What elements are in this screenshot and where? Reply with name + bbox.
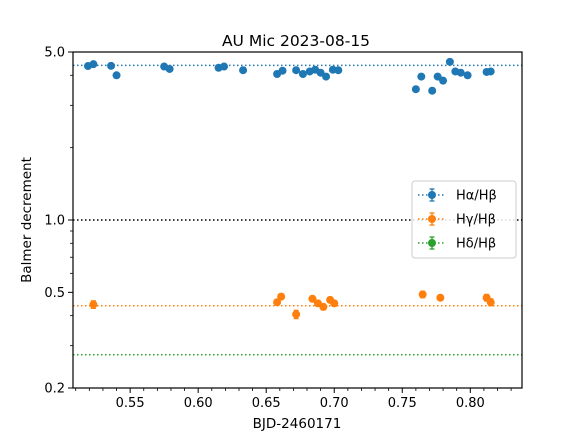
- series-1-point: [292, 309, 301, 320]
- chart-title: AU Mic 2023-08-15: [222, 32, 370, 50]
- series-1-point: [418, 290, 427, 299]
- reference-lines: [73, 64, 522, 356]
- series-0-point: [428, 86, 437, 95]
- series-0-point: [112, 71, 121, 80]
- series-0-point: [486, 67, 495, 76]
- series-0-point: [411, 85, 420, 94]
- x-tick-label: 0.80: [456, 396, 485, 411]
- x-axis: 0.55 0.60 0.65 0.70 0.75 0.80: [75, 388, 512, 411]
- y-tick-label: 0.2: [44, 382, 65, 397]
- series-0-point: [292, 66, 301, 75]
- series-1-point: [330, 299, 339, 308]
- series-0-point: [107, 61, 116, 70]
- marker: [278, 66, 287, 75]
- marker: [330, 299, 339, 308]
- marker: [486, 298, 495, 307]
- x-axis-label: BJD-2460171: [253, 416, 342, 432]
- series-0-point: [165, 64, 174, 73]
- legend-marker: [428, 239, 436, 247]
- legend-label: Hα/Hβ: [456, 189, 497, 204]
- y-tick-label: 5.0: [44, 46, 65, 61]
- marker: [322, 72, 331, 81]
- marker: [239, 66, 248, 75]
- legend-label: Hδ/Hβ: [456, 237, 496, 252]
- y-axis-label: Balmer decrement: [19, 157, 35, 283]
- series-0-point: [456, 68, 465, 77]
- x-tick-label: 0.75: [388, 396, 417, 411]
- series-1-point: [308, 294, 317, 303]
- legend-item: Hδ/Hβ: [418, 236, 496, 252]
- marker: [165, 64, 174, 73]
- series-0-point: [463, 71, 472, 80]
- series-0-point: [417, 72, 426, 81]
- marker: [277, 292, 286, 301]
- marker: [220, 62, 229, 71]
- series-0-point: [278, 66, 287, 75]
- y-tick-label: 1.0: [44, 214, 65, 229]
- x-tick-label: 0.70: [320, 396, 349, 411]
- series-0-point: [220, 62, 229, 71]
- marker: [417, 72, 426, 81]
- x-tick-label: 0.60: [184, 396, 213, 411]
- marker: [428, 86, 437, 95]
- series-0-point: [298, 69, 307, 78]
- y-axis: 0.2 0.5 1.0 5.0: [44, 46, 73, 397]
- legend-marker: [428, 191, 436, 199]
- marker: [273, 298, 282, 307]
- marker: [411, 85, 420, 94]
- series-1-point: [436, 293, 445, 302]
- series-1-point: [277, 292, 286, 301]
- legend-marker: [428, 215, 436, 223]
- series-0-point: [89, 60, 98, 69]
- series-0-point: [433, 72, 442, 81]
- marker: [107, 61, 116, 70]
- legend-item: Hγ/Hβ: [418, 212, 496, 228]
- legend-frame: [411, 180, 517, 259]
- y-tick-label: 0.5: [44, 286, 65, 301]
- series-1-point: [89, 300, 98, 309]
- marker: [89, 300, 98, 309]
- marker: [292, 66, 301, 75]
- marker: [445, 57, 454, 66]
- legend-item: Hα/Hβ: [418, 188, 497, 204]
- legend-label: Hγ/Hβ: [456, 213, 496, 228]
- marker: [418, 290, 427, 299]
- x-tick-label: 0.65: [252, 396, 281, 411]
- data-points: [83, 57, 495, 320]
- marker: [486, 67, 495, 76]
- marker: [298, 69, 307, 78]
- series-0-point: [239, 66, 248, 75]
- series-1-point: [486, 298, 495, 307]
- series-0-point: [439, 76, 448, 85]
- series-1-point: [319, 302, 328, 311]
- legend: Hα/Hβ Hγ/Hβ Hδ/Hβ: [411, 180, 517, 259]
- marker: [334, 66, 343, 75]
- series-0-point: [445, 57, 454, 66]
- marker: [292, 310, 301, 319]
- marker: [439, 76, 448, 85]
- series-0-point: [322, 72, 331, 81]
- marker: [112, 71, 121, 80]
- marker: [308, 294, 317, 303]
- marker: [456, 68, 465, 77]
- marker: [463, 71, 472, 80]
- x-tick-label: 0.55: [116, 396, 145, 411]
- series-0-point: [334, 66, 343, 75]
- marker: [433, 72, 442, 81]
- marker: [89, 60, 98, 69]
- marker: [436, 293, 445, 302]
- marker: [319, 302, 328, 311]
